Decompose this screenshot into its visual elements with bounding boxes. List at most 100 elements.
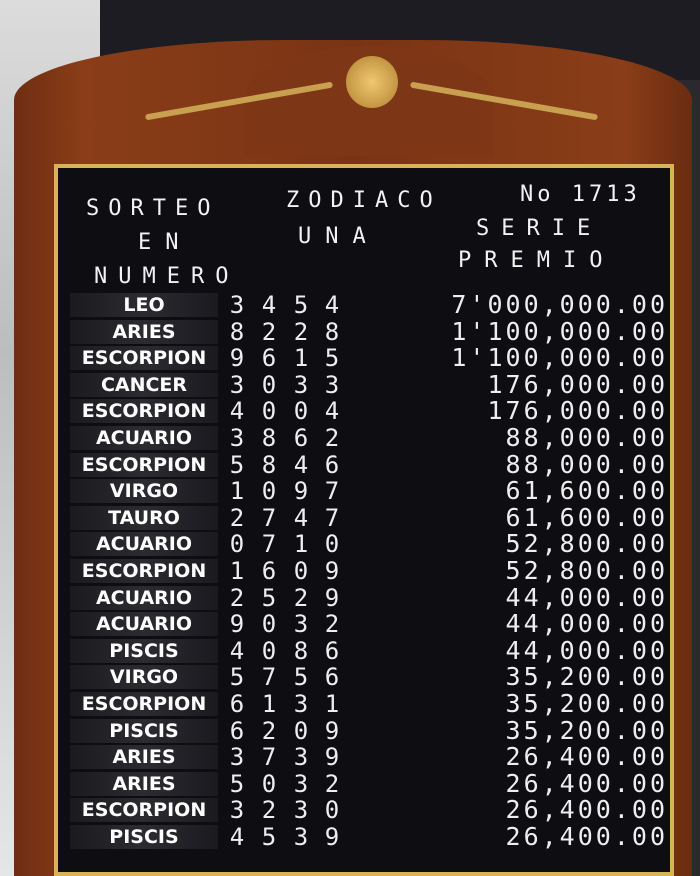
number-digit: 7: [261, 743, 277, 772]
table-row: PISCIS 4 0 8 6 44,000.00: [58, 635, 670, 665]
table-row: ESCORPION 9 6 1 5 1'100,000.00: [58, 345, 670, 371]
number-digit: 3: [229, 743, 245, 772]
number-digit: 8: [261, 424, 277, 452]
prize-amount: 44,000.00: [505, 609, 668, 639]
prize-amount: 61,600.00: [505, 502, 668, 532]
number-digit: 9: [229, 610, 245, 639]
zodiac-sign: PISCIS: [70, 718, 218, 743]
number-digit: 9: [293, 477, 309, 506]
zodiac-sign: ACUARIO: [70, 532, 218, 557]
number-digit: 0: [261, 636, 277, 665]
zodiac-sign: ESCORPION: [70, 346, 218, 371]
number-digit: 0: [293, 397, 309, 426]
number-digit: 0: [229, 530, 245, 559]
number-digit: 4: [261, 291, 277, 319]
zodiac-sign: ESCORPION: [70, 452, 218, 477]
table-row: ACUARIO 2 5 2 9 44,000.00: [58, 582, 670, 612]
table-row: ESCORPION 4 0 0 4 176,000.00: [58, 398, 670, 424]
number-digit: 3: [229, 796, 245, 825]
number-digit: 8: [324, 317, 340, 346]
number-digit: 9: [324, 557, 340, 585]
number-digit: 6: [229, 690, 245, 718]
prize-amount: 26,400.00: [505, 795, 668, 825]
number-digit: 6: [324, 663, 340, 692]
number-digit: 3: [293, 370, 309, 399]
number-digit: 2: [324, 424, 340, 452]
number-digit: 3: [293, 743, 309, 772]
prize-amount: 88,000.00: [505, 449, 668, 479]
number-digit: 3: [293, 823, 309, 851]
number-digit: 5: [293, 663, 309, 692]
number-digit: 6: [293, 424, 309, 452]
prize-amount: 61,600.00: [505, 476, 668, 506]
number-digit: 3: [229, 370, 245, 399]
table-row: ESCORPION 1 6 0 9 52,800.00: [58, 558, 670, 584]
prize-amount: 26,400.00: [505, 768, 668, 798]
number-digit: 3: [293, 690, 309, 718]
prize-amount: 1'100,000.00: [451, 343, 668, 373]
zodiac-sign: ACUARIO: [70, 426, 218, 450]
prize-amount: 44,000.00: [505, 635, 668, 665]
number-digit: 0: [293, 716, 309, 745]
zodiac-sign: PISCIS: [70, 638, 218, 663]
zodiac-sign: PISCIS: [70, 825, 218, 849]
number-digit: 5: [229, 450, 245, 479]
number-digit: 7: [261, 663, 277, 692]
table-row: ACUARIO 9 0 3 2 44,000.00: [58, 611, 670, 637]
number-digit: 9: [324, 583, 340, 612]
number-digit: 1: [293, 344, 309, 373]
number-digit: 5: [261, 583, 277, 612]
table-row: ARIES 8 2 2 8 1'100,000.00: [58, 317, 670, 346]
label-zodiaco: ZODIACO: [286, 188, 442, 213]
number-digit: 8: [229, 317, 245, 346]
label-en: EN: [138, 230, 193, 255]
number-digit: 8: [293, 636, 309, 665]
number-digit: 0: [261, 397, 277, 426]
number-digit: 6: [261, 557, 277, 585]
number-digit: 6: [324, 450, 340, 479]
number-digit: 9: [324, 743, 340, 772]
prize-amount: 35,200.00: [505, 689, 668, 718]
zodiac-sign: TAURO: [70, 505, 218, 530]
number-digit: 2: [229, 583, 245, 612]
prize-amount: 176,000.00: [487, 396, 668, 426]
table-row: ESCORPION 3 2 3 0 26,400.00: [58, 797, 670, 823]
label-una: UNA: [298, 224, 380, 249]
prize-amount: 176,000.00: [487, 369, 668, 399]
prize-amount: 7'000,000.00: [451, 290, 668, 319]
number-digit: 2: [324, 610, 340, 639]
number-digit: 3: [229, 291, 245, 319]
number-digit: 0: [293, 557, 309, 585]
number-digit: 4: [229, 636, 245, 665]
draw-number: No 1713: [520, 182, 641, 207]
zodiac-sign: ACUARIO: [70, 612, 218, 637]
table-row: PISCIS 6 2 0 9 35,200.00: [58, 716, 670, 745]
number-digit: 3: [324, 370, 340, 399]
prize-amount: 26,400.00: [505, 822, 668, 851]
table-row: ACUARIO 0 7 1 0 52,800.00: [58, 531, 670, 557]
prize-amount: 52,800.00: [505, 556, 668, 585]
number-digit: 2: [261, 317, 277, 346]
number-digit: 6: [261, 344, 277, 373]
table-row: LEO 3 4 5 4 7'000,000.00: [58, 292, 670, 318]
number-digit: 9: [229, 344, 245, 373]
number-digit: 5: [293, 291, 309, 319]
number-digit: 1: [261, 690, 277, 718]
number-digit: 4: [229, 823, 245, 851]
zodiac-sign: ARIES: [70, 319, 218, 344]
number-digit: 9: [324, 716, 340, 745]
number-digit: 4: [324, 397, 340, 426]
prize-amount: 88,000.00: [505, 423, 668, 452]
number-digit: 7: [261, 530, 277, 559]
number-digit: 5: [324, 344, 340, 373]
zodiac-sign: VIRGO: [70, 479, 218, 504]
prize-amount: 44,000.00: [505, 582, 668, 612]
label-serie: SERIE: [476, 216, 603, 241]
table-row: ESCORPION 5 8 4 6 88,000.00: [58, 449, 670, 479]
number-digit: 4: [293, 503, 309, 532]
number-digit: 2: [293, 583, 309, 612]
zodiac-sign: ARIES: [70, 771, 218, 796]
number-digit: 7: [261, 503, 277, 532]
number-digit: 9: [324, 823, 340, 851]
number-digit: 8: [261, 450, 277, 479]
